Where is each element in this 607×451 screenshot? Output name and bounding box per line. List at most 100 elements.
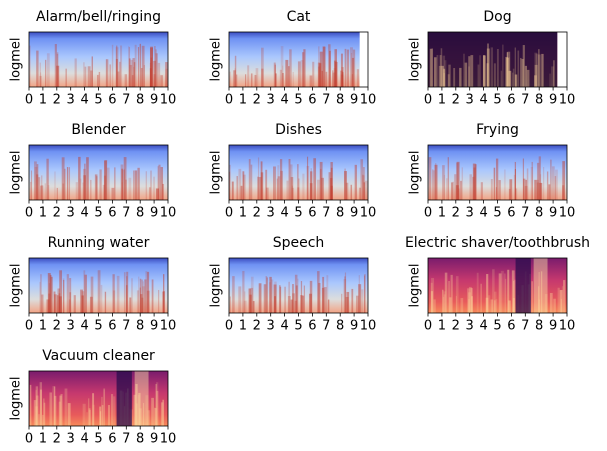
texture — [237, 176, 238, 200]
texture — [59, 402, 61, 426]
x-tick-label: 2 — [53, 319, 61, 334]
texture — [151, 58, 153, 87]
texture — [236, 75, 237, 87]
x-tick-label: 7 — [122, 319, 130, 334]
texture — [287, 181, 289, 200]
texture — [285, 287, 286, 313]
texture — [158, 63, 160, 87]
x-tick-label: 8 — [136, 206, 144, 221]
x-tick-label: 5 — [94, 93, 102, 108]
texture — [46, 299, 49, 313]
texture — [456, 296, 457, 313]
texture — [297, 279, 298, 313]
x-tick-label: 9 — [150, 432, 158, 447]
texture — [451, 275, 453, 313]
y-axis-label: logmel — [408, 263, 423, 307]
texture — [459, 68, 461, 87]
texture — [65, 69, 66, 87]
texture — [547, 171, 548, 200]
texture — [130, 65, 132, 87]
x-tick-label: 4 — [80, 93, 88, 108]
x-tick-label: 4 — [80, 319, 88, 334]
x-tick-label: 3 — [67, 432, 75, 447]
spectrogram-image — [29, 145, 168, 200]
texture — [468, 66, 469, 87]
y-axis-label: logmel — [408, 37, 423, 81]
x-tick-label: 3 — [466, 206, 474, 221]
texture — [161, 402, 163, 426]
x-tick-label: 5 — [294, 93, 302, 108]
x-tick-label: 0 — [225, 93, 233, 108]
x-tick-label: 6 — [308, 206, 316, 221]
texture — [288, 66, 290, 87]
texture — [152, 279, 154, 313]
texture — [40, 72, 41, 87]
texture — [45, 60, 46, 87]
texture — [322, 71, 323, 87]
texture — [255, 75, 257, 87]
x-tick-label: 10 — [160, 432, 177, 447]
texture — [121, 169, 123, 200]
x-tick-label: 0 — [25, 93, 33, 108]
texture — [137, 290, 139, 313]
panel: Vacuum cleanerlogmel012345678910 — [9, 348, 177, 447]
y-axis-label: logmel — [209, 150, 224, 194]
texture — [101, 285, 103, 313]
x-tick-label: 4 — [280, 319, 288, 334]
texture — [328, 44, 330, 87]
y-axis-label: logmel — [408, 150, 423, 194]
texture — [36, 396, 38, 426]
texture — [38, 177, 40, 200]
texture — [96, 176, 97, 200]
texture — [89, 408, 91, 426]
texture — [68, 403, 71, 426]
x-tick-label: 5 — [94, 206, 102, 221]
y-axis-label: logmel — [209, 37, 224, 81]
texture — [158, 290, 159, 313]
texture — [433, 170, 435, 200]
texture — [328, 300, 329, 313]
texture — [34, 161, 37, 200]
texture — [112, 45, 113, 87]
y-axis-label: logmel — [9, 150, 24, 194]
texture — [111, 188, 114, 200]
texture — [435, 163, 436, 200]
texture — [138, 47, 139, 87]
x-tick-label: 10 — [160, 319, 177, 334]
panel-title: Alarm/bell/ringing — [36, 9, 161, 25]
texture — [88, 66, 91, 87]
texture — [491, 47, 493, 87]
x-tick-label: 5 — [94, 319, 102, 334]
texture — [555, 170, 558, 200]
panel-title: Speech — [273, 235, 325, 251]
panel-title: Vacuum cleaner — [42, 348, 155, 364]
x-tick-label: 4 — [80, 432, 88, 447]
x-tick-label: 9 — [350, 93, 358, 108]
texture — [516, 258, 531, 313]
texture — [508, 300, 511, 313]
x-tick-label: 2 — [253, 93, 261, 108]
texture — [162, 292, 164, 313]
texture — [293, 72, 294, 87]
texture — [437, 55, 439, 87]
texture — [468, 299, 469, 313]
texture — [285, 60, 288, 87]
texture — [321, 178, 324, 200]
texture — [135, 170, 138, 200]
texture — [350, 47, 353, 87]
texture — [114, 167, 115, 200]
x-tick-label: 0 — [424, 206, 432, 221]
x-tick-label: 6 — [108, 93, 116, 108]
texture — [446, 178, 447, 200]
x-tick-label: 1 — [438, 93, 446, 108]
x-tick-label: 6 — [507, 206, 515, 221]
x-tick-label: 1 — [39, 206, 47, 221]
x-tick-label: 6 — [108, 432, 116, 447]
texture — [238, 286, 241, 313]
texture — [249, 159, 251, 200]
x-tick-label: 9 — [549, 206, 557, 221]
texture — [69, 167, 70, 200]
texture — [462, 167, 463, 200]
texture — [83, 169, 86, 200]
texture — [92, 405, 94, 426]
